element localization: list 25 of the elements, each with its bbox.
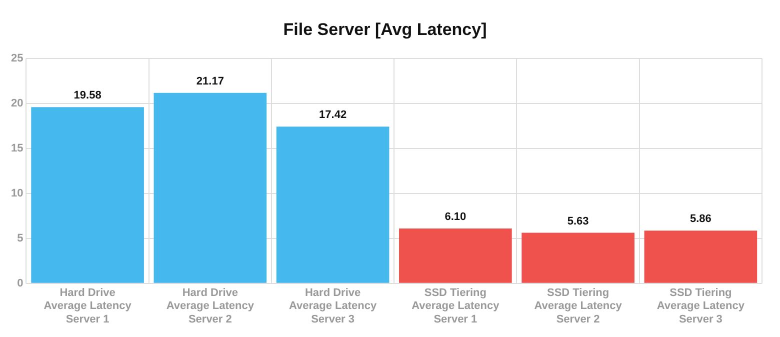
y-tick-label: 10 bbox=[10, 187, 24, 200]
data-label: 17.42 bbox=[319, 109, 347, 122]
y-tick-label: 5 bbox=[17, 232, 24, 244]
bar bbox=[31, 107, 144, 283]
y-tick-label: 20 bbox=[10, 97, 24, 110]
bar bbox=[154, 92, 267, 283]
data-label: 5.86 bbox=[690, 213, 712, 226]
bar bbox=[522, 232, 634, 283]
x-tick-label: SSD Tiering Average Latency Server 2 bbox=[534, 287, 623, 326]
data-label: 6.10 bbox=[444, 211, 466, 224]
x-tick-label: Hard Drive Average Latency Server 2 bbox=[166, 287, 255, 326]
y-tick-label: 25 bbox=[10, 52, 24, 64]
x-tick-label: Hard Drive Average Latency Server 1 bbox=[44, 287, 132, 326]
chart-title: File Server [Avg Latency] bbox=[283, 20, 487, 39]
x-tick-label: SSD Tiering Average Latency Server 1 bbox=[412, 287, 500, 326]
bar bbox=[644, 230, 758, 283]
x-tick-label: SSD Tiering Average Latency Server 3 bbox=[656, 287, 746, 326]
x-tick-label: Hard Drive Average Latency Server 3 bbox=[288, 287, 378, 326]
bar bbox=[399, 228, 512, 283]
data-label: 21.17 bbox=[196, 75, 224, 88]
bar bbox=[276, 126, 390, 283]
data-label: 19.58 bbox=[74, 90, 102, 102]
y-tick-label: 15 bbox=[10, 142, 24, 154]
y-tick-label: 0 bbox=[17, 277, 24, 290]
data-label: 5.63 bbox=[567, 215, 589, 228]
